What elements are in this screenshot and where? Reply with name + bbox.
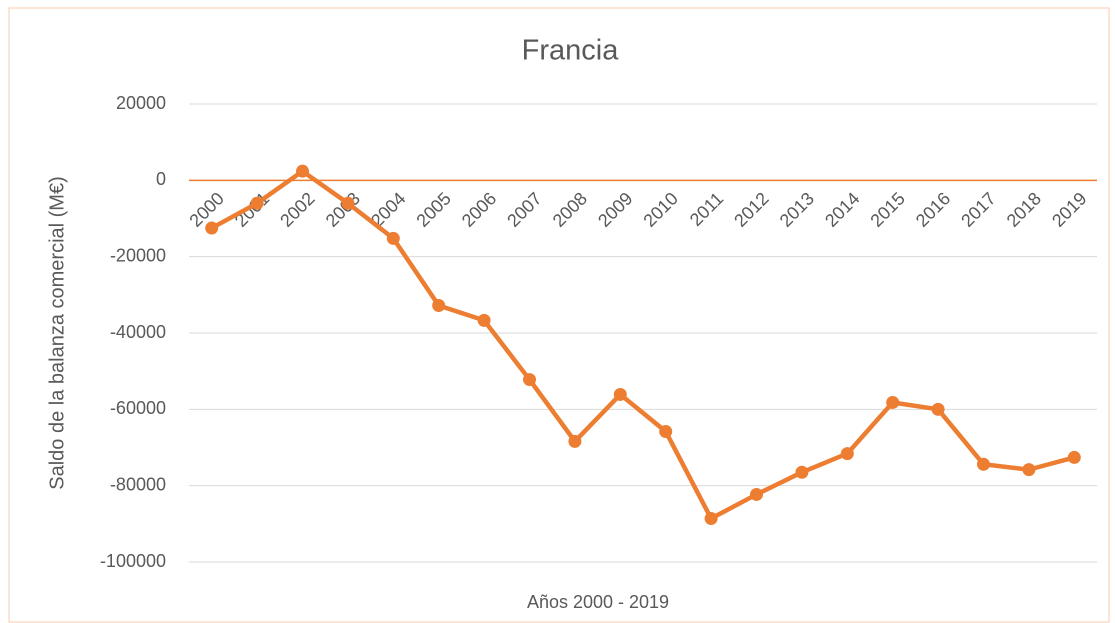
data-point xyxy=(341,196,355,210)
data-point xyxy=(886,395,900,409)
y-tick-label: -60000 xyxy=(110,398,166,418)
data-point xyxy=(795,465,809,479)
data-point xyxy=(613,387,627,401)
data-point xyxy=(750,487,763,501)
data-point xyxy=(523,373,536,387)
data-point xyxy=(840,447,854,461)
chart-border xyxy=(8,7,1110,623)
data-point xyxy=(931,402,945,416)
data-point xyxy=(432,299,446,313)
data-point xyxy=(977,457,990,471)
data-point xyxy=(704,511,718,525)
chart-title: Francia xyxy=(522,35,620,67)
y-tick-label: -40000 xyxy=(110,322,166,342)
line-series xyxy=(210,168,1075,521)
y-tick-label: -20000 xyxy=(110,245,166,265)
y-tick-label: -80000 xyxy=(110,474,166,494)
y-tick-label: 20000 xyxy=(116,93,166,113)
data-point xyxy=(386,231,400,245)
data-point xyxy=(205,221,219,235)
data-point xyxy=(1067,450,1081,464)
data-point xyxy=(659,424,673,438)
data-point xyxy=(296,164,309,178)
data-point xyxy=(568,434,582,448)
data-point xyxy=(1022,463,1036,477)
data-point xyxy=(477,313,491,327)
y-tick-label: 0 xyxy=(156,169,166,189)
y-tick-label: -100000 xyxy=(100,551,166,571)
data-point xyxy=(250,196,264,210)
x-axis-title: Años 2000 - 2019 xyxy=(527,592,669,612)
y-axis-title: Saldo de la balanza comercial (M€) xyxy=(46,176,68,490)
